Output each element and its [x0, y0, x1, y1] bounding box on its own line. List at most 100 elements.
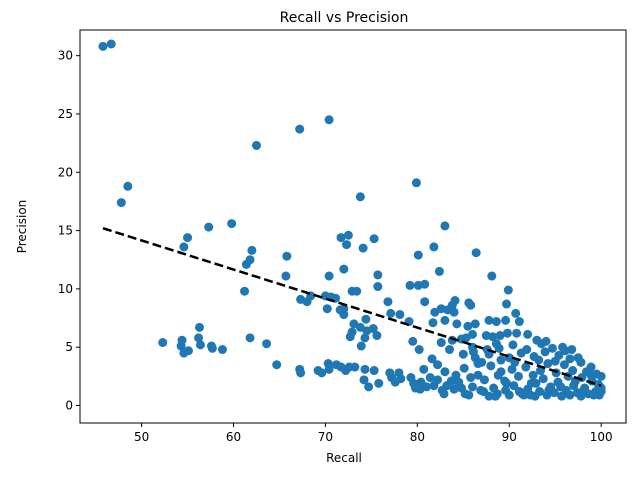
- data-point: [508, 340, 518, 350]
- data-point: [487, 271, 497, 281]
- data-point: [538, 374, 548, 384]
- x-axis-label: Recall: [326, 451, 362, 465]
- plot-frame: [79, 29, 627, 424]
- data-point: [241, 259, 251, 269]
- data-point: [368, 324, 378, 334]
- data-point: [525, 390, 535, 400]
- trend-layer: [102, 227, 602, 387]
- data-point: [578, 387, 588, 397]
- data-point: [360, 364, 370, 374]
- data-point: [495, 331, 505, 341]
- data-point: [576, 357, 586, 367]
- data-point: [550, 356, 560, 366]
- data-point: [440, 367, 450, 377]
- data-point: [317, 368, 327, 378]
- data-point: [470, 353, 480, 363]
- data-point: [207, 343, 217, 353]
- data-point: [355, 192, 365, 202]
- data-point: [194, 333, 204, 343]
- data-point: [581, 367, 591, 377]
- data-point: [452, 319, 462, 329]
- data-point: [458, 349, 468, 359]
- data-point: [183, 233, 193, 243]
- data-point: [517, 389, 527, 399]
- data-point: [523, 329, 533, 339]
- data-point: [560, 346, 570, 356]
- data-point: [467, 329, 477, 339]
- data-point: [466, 300, 476, 310]
- data-point: [565, 390, 575, 400]
- data-point: [434, 266, 444, 276]
- y-tick-label: 30: [58, 49, 73, 63]
- data-point: [106, 39, 116, 49]
- data-point: [486, 361, 496, 371]
- y-axis-ticks: 0 5 10 15 20 25 30: [58, 49, 80, 413]
- data-point: [596, 387, 606, 397]
- data-point: [324, 364, 334, 374]
- data-point: [512, 328, 522, 338]
- data-point: [372, 331, 382, 341]
- data-point: [543, 359, 553, 369]
- data-point: [262, 339, 272, 349]
- data-point: [350, 362, 360, 372]
- data-point: [440, 221, 450, 231]
- data-point: [194, 322, 204, 332]
- data-point: [408, 336, 418, 346]
- data-point: [247, 245, 257, 255]
- data-point: [179, 242, 189, 252]
- x-tick-label: 100: [590, 430, 613, 444]
- data-point: [364, 382, 374, 392]
- data-point: [414, 345, 424, 355]
- y-tick-label: 20: [58, 165, 73, 179]
- x-tick-label: 90: [502, 430, 517, 444]
- data-point: [183, 346, 193, 356]
- data-point: [484, 315, 494, 325]
- data-point: [565, 354, 575, 364]
- y-tick-label: 15: [58, 224, 73, 238]
- data-point: [488, 332, 498, 342]
- data-point: [511, 308, 521, 318]
- data-point: [466, 373, 476, 383]
- data-point: [373, 282, 383, 292]
- data-point: [454, 377, 464, 387]
- data-point: [98, 41, 108, 51]
- y-axis-label: Precision: [15, 200, 29, 254]
- data-point: [360, 333, 370, 343]
- data-point: [445, 345, 455, 355]
- points-layer: [98, 39, 606, 401]
- data-point: [369, 234, 379, 244]
- data-point: [491, 317, 501, 327]
- data-point: [383, 297, 393, 307]
- x-tick-label: 80: [410, 430, 425, 444]
- data-point: [493, 370, 503, 380]
- data-point: [116, 198, 126, 208]
- data-point: [336, 233, 346, 243]
- data-point: [447, 335, 457, 345]
- data-point: [272, 360, 282, 370]
- data-point: [420, 279, 430, 289]
- data-point: [477, 357, 487, 367]
- data-point: [352, 286, 362, 296]
- data-point: [428, 318, 438, 328]
- data-point: [556, 382, 566, 392]
- data-point: [373, 270, 383, 280]
- data-point: [342, 240, 352, 250]
- data-point: [433, 360, 443, 370]
- y-tick-label: 5: [65, 340, 73, 354]
- data-point: [502, 378, 512, 388]
- data-point: [282, 251, 292, 261]
- data-point: [295, 124, 305, 134]
- data-point: [359, 375, 369, 385]
- data-point: [343, 230, 353, 240]
- data-point: [503, 285, 513, 295]
- data-point: [361, 314, 371, 324]
- data-point: [592, 369, 602, 379]
- data-point: [464, 390, 474, 400]
- data-point: [528, 370, 538, 380]
- data-point: [339, 310, 349, 320]
- data-point: [436, 338, 446, 348]
- data-point: [482, 345, 492, 355]
- data-point: [396, 374, 406, 384]
- x-tick-label: 60: [226, 430, 241, 444]
